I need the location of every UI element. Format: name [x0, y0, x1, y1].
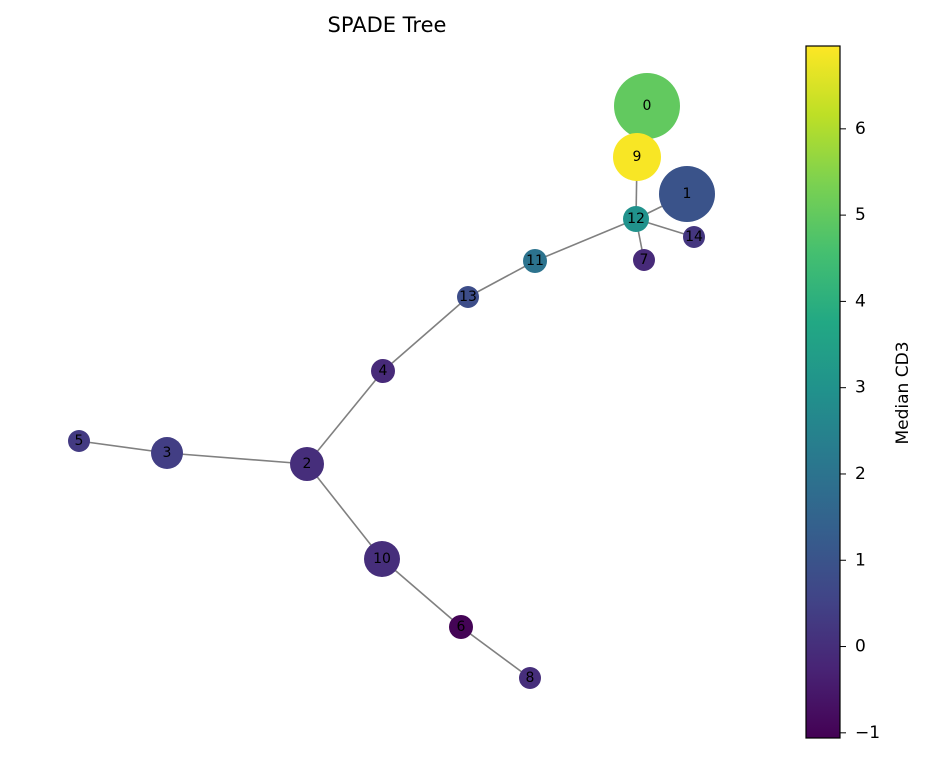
node	[371, 359, 395, 383]
node-label: 14	[685, 229, 703, 245]
node-label: 10	[373, 551, 391, 567]
colorbar-tick-label: 3	[855, 378, 866, 398]
edge	[534, 218, 637, 262]
edge	[306, 370, 384, 465]
node	[659, 166, 715, 222]
node-label: 1	[683, 186, 692, 202]
node	[523, 249, 547, 273]
colorbar-tick-label: 1	[855, 550, 866, 570]
edges	[78, 105, 695, 679]
node-label: 0	[643, 98, 652, 114]
edge	[460, 626, 531, 679]
node	[683, 226, 705, 248]
node	[68, 430, 90, 452]
edge	[382, 296, 469, 372]
node	[614, 73, 680, 139]
node-label: 5	[75, 433, 84, 449]
node-label: 9	[633, 149, 642, 165]
colorbar-tick-label: 6	[855, 119, 866, 139]
node-label: 13	[459, 289, 477, 305]
colorbar-tick-label: 0	[855, 637, 866, 657]
node	[519, 667, 541, 689]
edge	[467, 260, 536, 298]
node-label: 11	[526, 253, 544, 269]
node	[290, 447, 324, 481]
colorbar-tick-label: 4	[855, 291, 866, 311]
edge	[306, 463, 383, 560]
node-label: 2	[303, 456, 312, 472]
node-label: 12	[627, 211, 645, 227]
node	[151, 437, 183, 469]
node-label: 8	[526, 670, 535, 686]
colorbar-label: Median CD3	[893, 341, 913, 444]
node-label: 6	[457, 619, 466, 635]
node	[449, 615, 473, 639]
node	[623, 206, 649, 232]
node	[633, 249, 655, 271]
colorbar-ticks: −1 0 1 2 3 4 5 6	[840, 119, 880, 743]
node	[457, 286, 479, 308]
node-label: 7	[640, 252, 649, 268]
node-label: 3	[163, 445, 172, 461]
colorbar	[805, 45, 841, 739]
colorbar-tick-label: 5	[855, 205, 866, 225]
node-label: 4	[379, 363, 388, 379]
node	[613, 133, 661, 181]
edge	[166, 452, 308, 465]
colorbar-tick-label: −1	[855, 723, 880, 743]
node	[364, 541, 400, 577]
chart-title: SPADE Tree	[328, 13, 447, 37]
colorbar-tick-label: 2	[855, 464, 866, 484]
